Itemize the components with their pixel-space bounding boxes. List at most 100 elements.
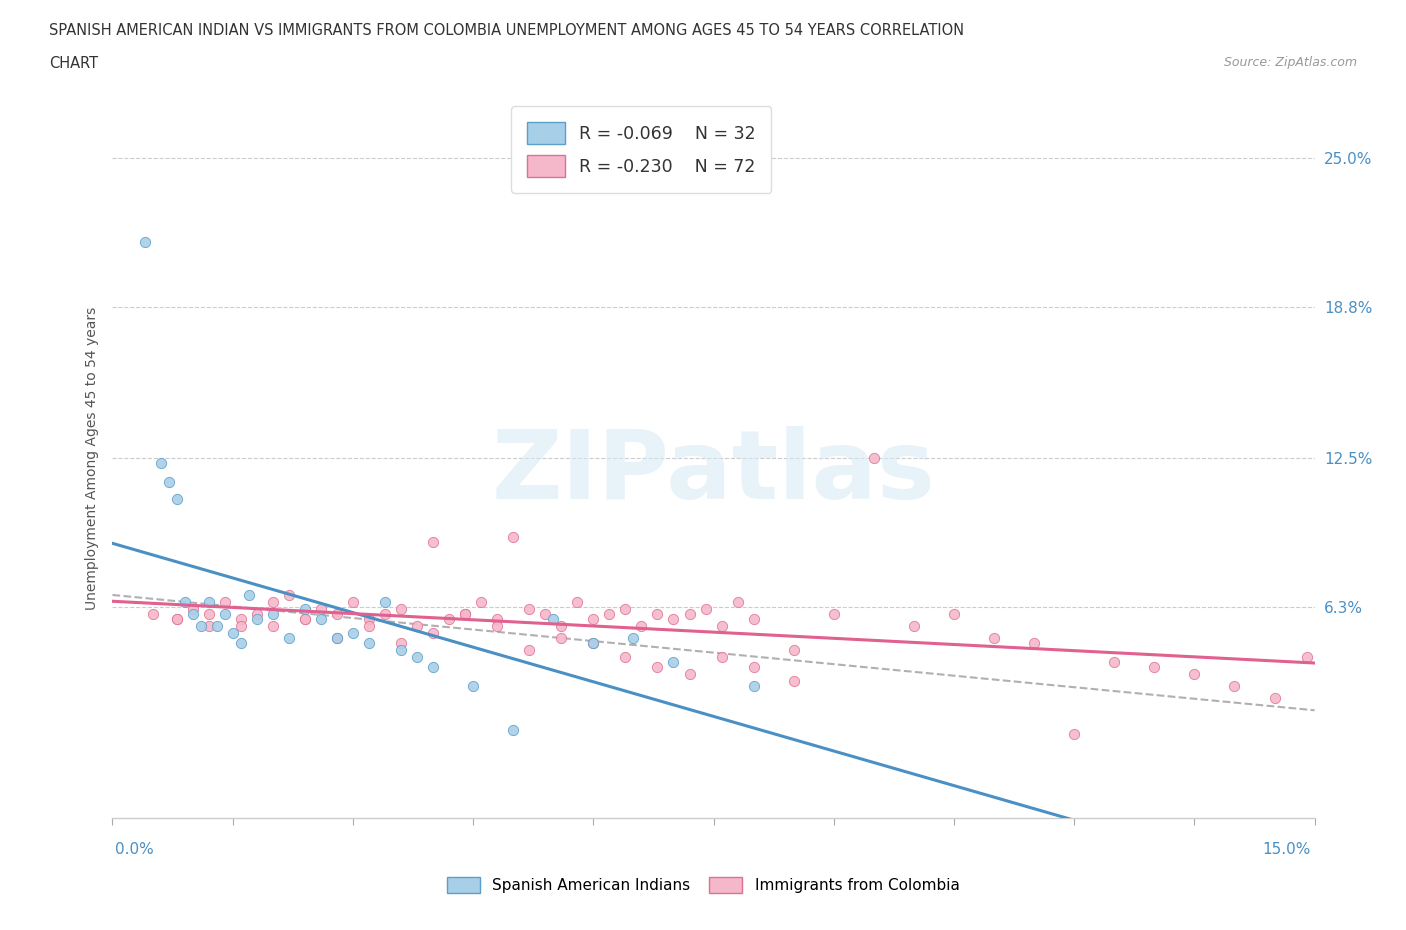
- Point: [454, 606, 477, 621]
- Point: [229, 612, 252, 627]
- Point: [486, 612, 509, 627]
- Point: [678, 606, 700, 621]
- Point: [277, 588, 299, 603]
- Text: 0.0%: 0.0%: [115, 842, 155, 857]
- Point: [422, 659, 444, 674]
- Point: [214, 606, 236, 621]
- Point: [517, 643, 540, 658]
- Y-axis label: Unemployment Among Ages 45 to 54 years: Unemployment Among Ages 45 to 54 years: [84, 306, 98, 610]
- Text: 15.0%: 15.0%: [1263, 842, 1310, 857]
- Point: [662, 655, 685, 670]
- Point: [166, 491, 188, 506]
- Point: [582, 635, 605, 650]
- Point: [550, 631, 572, 645]
- Point: [406, 618, 429, 633]
- Point: [614, 602, 637, 617]
- Point: [141, 606, 163, 621]
- Point: [983, 631, 1005, 645]
- Point: [1223, 679, 1246, 694]
- Point: [614, 650, 637, 665]
- Point: [357, 635, 380, 650]
- Point: [181, 606, 204, 621]
- Point: [1184, 667, 1206, 682]
- Point: [598, 606, 620, 621]
- Point: [710, 618, 733, 633]
- Point: [710, 650, 733, 665]
- Point: [863, 451, 886, 466]
- Text: ZIPatlas: ZIPatlas: [492, 426, 935, 519]
- Point: [647, 659, 669, 674]
- Point: [422, 626, 444, 641]
- Point: [517, 602, 540, 617]
- Point: [166, 612, 188, 627]
- Point: [782, 643, 804, 658]
- Point: [502, 722, 524, 737]
- Point: [543, 612, 565, 627]
- Point: [342, 626, 364, 641]
- Point: [246, 606, 269, 621]
- Point: [357, 612, 380, 627]
- Point: [470, 595, 492, 610]
- Point: [197, 618, 219, 633]
- Point: [406, 650, 429, 665]
- Point: [903, 618, 925, 633]
- Point: [342, 595, 364, 610]
- Point: [229, 618, 252, 633]
- Text: SPANISH AMERICAN INDIAN VS IMMIGRANTS FROM COLOMBIA UNEMPLOYMENT AMONG AGES 45 T: SPANISH AMERICAN INDIAN VS IMMIGRANTS FR…: [49, 23, 965, 38]
- Point: [166, 612, 188, 627]
- Point: [647, 606, 669, 621]
- Point: [277, 631, 299, 645]
- Point: [205, 618, 228, 633]
- Point: [309, 602, 332, 617]
- Text: CHART: CHART: [49, 56, 98, 71]
- Point: [502, 530, 524, 545]
- Point: [197, 595, 219, 610]
- Point: [1102, 655, 1125, 670]
- Point: [621, 631, 644, 645]
- Point: [422, 535, 444, 550]
- Point: [389, 602, 412, 617]
- Text: Source: ZipAtlas.com: Source: ZipAtlas.com: [1223, 56, 1357, 69]
- Point: [374, 595, 396, 610]
- Point: [326, 631, 349, 645]
- Point: [246, 612, 269, 627]
- Point: [389, 643, 412, 658]
- Point: [582, 635, 605, 650]
- Point: [294, 602, 316, 617]
- Point: [389, 635, 412, 650]
- Point: [181, 602, 204, 617]
- Point: [742, 612, 765, 627]
- Legend: R = -0.069    N = 32, R = -0.230    N = 72: R = -0.069 N = 32, R = -0.230 N = 72: [512, 106, 772, 193]
- Point: [229, 635, 252, 650]
- Point: [374, 606, 396, 621]
- Point: [326, 631, 349, 645]
- Point: [1024, 635, 1046, 650]
- Point: [742, 679, 765, 694]
- Point: [550, 618, 572, 633]
- Point: [727, 595, 749, 610]
- Point: [1295, 650, 1317, 665]
- Point: [173, 595, 195, 610]
- Point: [326, 606, 349, 621]
- Point: [742, 659, 765, 674]
- Point: [823, 606, 845, 621]
- Point: [437, 612, 460, 627]
- Point: [238, 588, 260, 603]
- Point: [567, 595, 589, 610]
- Point: [262, 606, 284, 621]
- Legend: Spanish American Indians, Immigrants from Colombia: Spanish American Indians, Immigrants fro…: [440, 870, 966, 899]
- Point: [294, 612, 316, 627]
- Point: [486, 618, 509, 633]
- Point: [149, 456, 172, 471]
- Point: [630, 618, 652, 633]
- Point: [262, 595, 284, 610]
- Point: [214, 595, 236, 610]
- Point: [294, 612, 316, 627]
- Point: [678, 667, 700, 682]
- Point: [357, 618, 380, 633]
- Point: [782, 674, 804, 689]
- Point: [190, 618, 212, 633]
- Point: [262, 618, 284, 633]
- Point: [134, 234, 156, 249]
- Point: [662, 612, 685, 627]
